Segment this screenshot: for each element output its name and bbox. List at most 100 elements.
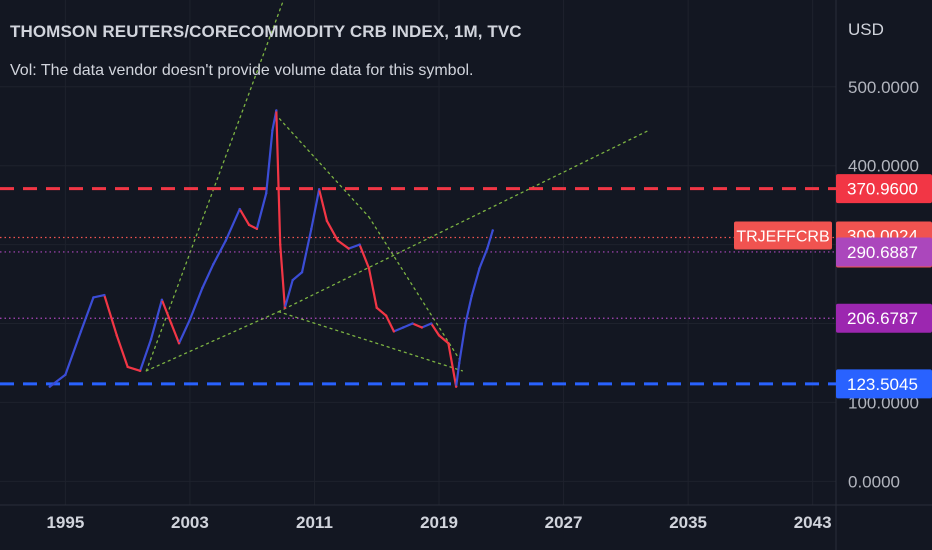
data-point <box>271 128 274 132</box>
data-point <box>454 385 458 388</box>
series-segment <box>375 306 388 317</box>
series-segment <box>420 322 433 329</box>
data-point <box>64 373 67 377</box>
data-point <box>103 293 106 297</box>
x-tick-label: 2043 <box>794 513 832 532</box>
data-point <box>437 334 441 337</box>
price-label-text: 370.9600 <box>847 180 918 199</box>
data-point <box>411 322 414 325</box>
series-segment <box>265 129 274 195</box>
trendline <box>145 311 280 372</box>
series-segment <box>310 188 321 230</box>
data-point <box>402 326 405 329</box>
data-point <box>420 326 424 329</box>
series-segment <box>139 338 153 372</box>
series-segment <box>160 298 173 325</box>
data-point <box>486 247 489 250</box>
data-point <box>283 306 287 309</box>
series-segment <box>188 286 204 321</box>
data-point <box>48 385 52 388</box>
ticker-tag-text[interactable]: TRJEFFCRB <box>736 229 829 246</box>
series-segment <box>402 322 414 329</box>
data-point <box>478 267 481 270</box>
data-point <box>279 243 282 246</box>
data-point <box>224 239 227 242</box>
data-point <box>170 322 173 325</box>
data-point <box>470 294 473 298</box>
data-point <box>336 239 340 242</box>
price-label-text: 123.5045 <box>847 375 918 394</box>
price-label-bg <box>836 369 932 399</box>
trendline <box>274 113 370 218</box>
ticker-tag-bg[interactable] <box>734 221 832 250</box>
data-point <box>430 322 433 325</box>
series-segment <box>358 243 371 270</box>
price-label-bg <box>836 237 932 267</box>
series-segment <box>367 267 378 309</box>
series-segment <box>336 239 350 250</box>
data-point <box>300 271 304 274</box>
series-segment <box>224 208 241 242</box>
series-segment <box>470 267 481 297</box>
data-point <box>375 306 378 309</box>
x-tick-label: 2019 <box>420 513 458 532</box>
volume-note: Vol: The data vendor doesn't provide vol… <box>10 62 474 79</box>
series-segment <box>115 334 129 369</box>
series-segment <box>103 294 118 337</box>
x-tick-label: 2027 <box>545 513 583 532</box>
series-segment <box>411 322 423 329</box>
data-point <box>188 318 192 321</box>
currency-label: USD <box>848 20 884 39</box>
data-point <box>138 369 142 373</box>
series-segment <box>92 294 106 299</box>
price-label-bg <box>836 303 932 333</box>
series-segment <box>247 223 258 230</box>
series-segment <box>478 247 489 270</box>
series-segment <box>300 227 313 274</box>
data-point <box>177 342 181 345</box>
data-point <box>447 342 450 345</box>
data-point <box>310 227 313 231</box>
series-segment <box>201 263 215 290</box>
series-segment <box>464 294 473 325</box>
series-segment <box>486 229 494 250</box>
series-segment <box>275 109 282 246</box>
series-segment <box>430 322 441 337</box>
series-segment <box>48 373 67 388</box>
data-point <box>255 227 259 231</box>
data-point <box>275 109 278 112</box>
data-point <box>358 243 361 246</box>
series-segment <box>447 342 458 388</box>
trendline <box>278 311 464 372</box>
series-segment <box>325 219 339 242</box>
data-point <box>325 219 329 223</box>
series-segment <box>455 361 461 388</box>
chart-title: THOMSON REUTERS/CORECOMMODITY CRB INDEX,… <box>10 22 522 41</box>
x-tick-label: 2011 <box>296 513 333 532</box>
trendline <box>368 216 460 360</box>
series-segment <box>318 188 329 223</box>
series-segment <box>238 208 251 226</box>
data-point <box>238 207 241 211</box>
price-label-bg <box>836 174 932 204</box>
data-point <box>201 286 204 290</box>
series-segment <box>283 279 294 309</box>
data-point <box>265 192 268 195</box>
series-segment <box>384 314 395 333</box>
series-segment <box>212 239 227 266</box>
y-tick-label: 400.0000 <box>848 157 919 176</box>
series-segment <box>255 192 268 230</box>
price-label-text: 290.6887 <box>847 243 918 262</box>
data-point <box>464 322 467 325</box>
series-segment <box>392 326 405 333</box>
series-segment <box>291 271 304 282</box>
series-segment <box>177 318 192 345</box>
data-point <box>317 188 321 191</box>
trendline <box>145 0 285 372</box>
series-segment <box>149 298 164 341</box>
x-tick-label: 2003 <box>171 513 209 532</box>
series-segment <box>126 365 142 372</box>
